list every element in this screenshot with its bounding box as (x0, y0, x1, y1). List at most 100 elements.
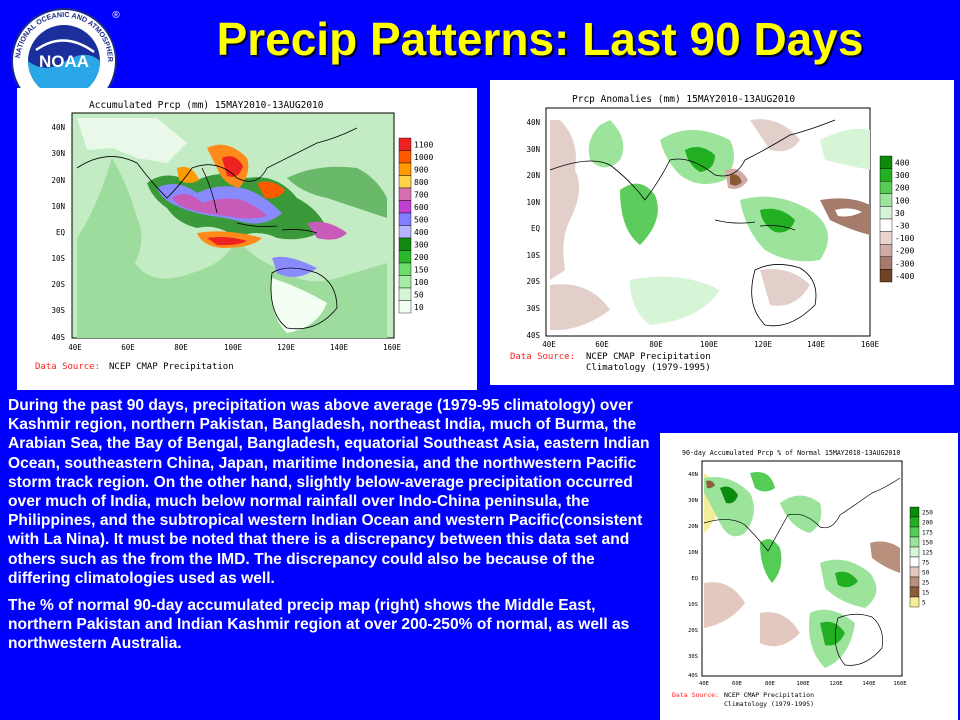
lat-label: 10N (51, 202, 65, 211)
data-source-line: Climatology (1979-1995) (586, 363, 711, 373)
legend-swatch (398, 162, 412, 176)
precip-legend: 1100 1000 900 800 700 600 500 400 300 200 150 100 50… (398, 137, 433, 314)
lat-label: 30S (688, 654, 698, 660)
lat-label: 20S (51, 280, 65, 289)
legend-swatch (879, 243, 893, 257)
legend-label: 50 (922, 570, 930, 577)
lat-label: 20S (688, 628, 698, 634)
legend-label: 700 (414, 190, 429, 199)
lon-label: 100E (700, 340, 719, 349)
lat-label: EQ (56, 228, 66, 237)
legend-label: 50 (414, 290, 424, 299)
lat-label: EQ (691, 576, 698, 582)
lon-label: 60E (595, 340, 609, 349)
lon-label: 140E (330, 343, 349, 352)
legend-label: 400 (895, 158, 910, 167)
lon-label: 160E (861, 340, 880, 349)
legend-label: 1000 (414, 153, 433, 162)
map-plot-area (71, 112, 395, 339)
legend-label: 600 (414, 203, 429, 212)
longitude-labels: 40E 60E 80E 100E 120E 140E 160E (699, 681, 907, 687)
legend-swatch (398, 300, 412, 314)
legend-label: 30 (895, 209, 905, 218)
lon-label: 40E (699, 681, 709, 687)
data-source-label: Data Source: (672, 691, 719, 699)
longitude-labels: 40E 60E 80E 100E 120E 140E 160E (68, 343, 401, 352)
legend-label: 400 (414, 228, 429, 237)
lat-label: 40N (51, 123, 65, 132)
data-source-label: Data Source: (35, 362, 100, 372)
legend-swatch (879, 218, 893, 232)
legend-swatch (909, 536, 920, 548)
legend-swatch (398, 275, 412, 289)
lon-label: 100E (224, 343, 243, 352)
lat-label: 30N (688, 498, 698, 504)
latitude-labels: 40N 30N 20N 10N EQ 10S 20S 30S 40S (51, 123, 65, 342)
lat-label: EQ (531, 224, 541, 233)
legend-swatch (398, 225, 412, 239)
lon-label: 40E (68, 343, 82, 352)
legend-swatch (909, 526, 920, 538)
legend-label: 900 (414, 165, 429, 174)
accumulated-precip-map: Accumulated Prcp (mm) 15MAY2010-13AUG201… (17, 88, 477, 390)
legend-swatch (398, 237, 412, 251)
data-source-line: Climatology (1979-1995) (724, 700, 814, 708)
lat-label: 30S (526, 304, 540, 313)
legend-label: -200 (895, 247, 914, 256)
page-title: Precip Patterns: Last 90 Days (216, 13, 864, 65)
legend-label: 300 (895, 171, 910, 180)
legend-swatch (909, 556, 920, 568)
data-source-line: NCEP CMAP Precipitation (586, 352, 711, 362)
legend-label: 800 (414, 178, 429, 187)
lat-label: 10S (688, 602, 698, 608)
lon-label: 140E (807, 340, 826, 349)
legend-label: 1100 (414, 140, 433, 149)
legend-label: 15 (922, 590, 930, 597)
lon-label: 80E (174, 343, 188, 352)
lat-label: 30N (526, 145, 540, 154)
legend-swatch (879, 269, 893, 283)
legend-swatch (398, 262, 412, 276)
legend-swatch (398, 137, 412, 151)
legend-swatch (909, 546, 920, 558)
lon-label: 60E (732, 681, 742, 687)
lat-label: 40N (526, 118, 540, 127)
lon-label: 120E (829, 681, 842, 687)
map-plot-area (545, 107, 871, 337)
lon-label: 60E (121, 343, 135, 352)
legend-label: 25 (922, 580, 930, 587)
lat-label: 10N (526, 198, 540, 207)
legend-swatch (398, 150, 412, 164)
lat-label: 20S (526, 277, 540, 286)
lat-label: 40S (51, 333, 65, 342)
longitude-labels: 40E 60E 80E 100E 120E 140E 160E (542, 340, 879, 349)
legend-label: 10 (414, 303, 424, 312)
legend-swatch (879, 206, 893, 220)
lon-label: 120E (277, 343, 296, 352)
legend-label: 150 (922, 540, 933, 547)
lat-label: 10S (51, 254, 65, 263)
lat-label: 40S (688, 673, 698, 679)
anomaly-legend: 400 300 200 100 30 -30 -100 -200 -300 -400 (879, 155, 914, 283)
lat-label: 40S (526, 331, 540, 340)
legend-label: 300 (414, 240, 429, 249)
summary-text: During the past 90 days, precipitation w… (8, 396, 656, 662)
lat-label: 20N (526, 171, 540, 180)
legend-swatch (909, 586, 920, 598)
lat-label: 30N (51, 149, 65, 158)
legend-label: 200 (922, 520, 933, 527)
legend-label: 75 (922, 560, 930, 567)
legend-swatch (879, 180, 893, 194)
lat-label: 30S (51, 306, 65, 315)
legend-label: 175 (922, 530, 933, 537)
noaa-logo: NATIONAL OCEANIC AND ATMOSPHERIC ADMINIS… (3, 0, 124, 114)
legend-label: -300 (895, 259, 914, 268)
lon-label: 160E (383, 343, 402, 352)
legend-swatch (398, 250, 412, 264)
lon-label: 80E (649, 340, 663, 349)
legend-swatch (398, 287, 412, 301)
map-plot-area (701, 460, 903, 677)
lat-label: 40N (688, 472, 698, 478)
summary-paragraph: The % of normal 90-day accumulated preci… (8, 597, 630, 653)
lon-label: 120E (754, 340, 773, 349)
